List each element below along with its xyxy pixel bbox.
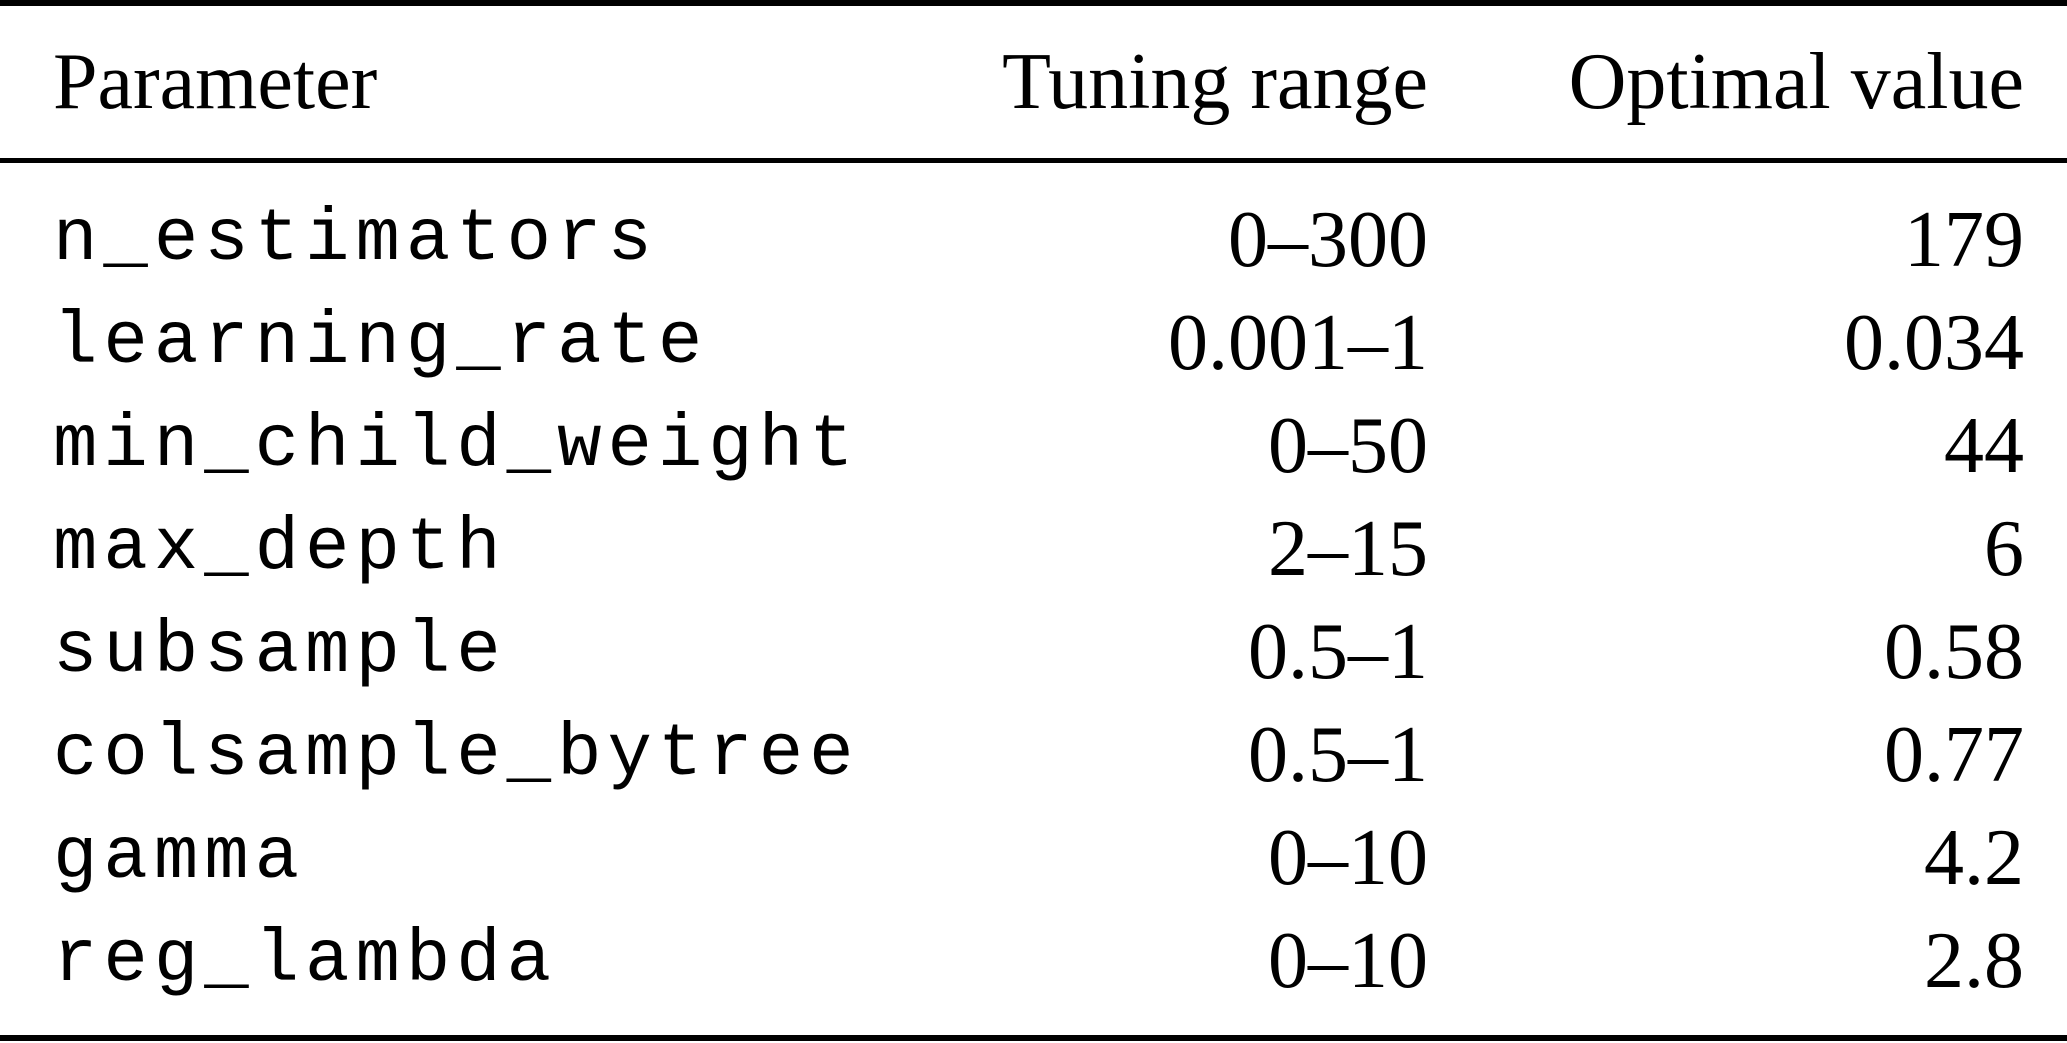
tuning-range-cell: 0–10 [1268, 916, 1428, 1005]
column-header-parameter: Parameter [53, 38, 378, 126]
optimal-value-cell: 0.58 [1884, 607, 2024, 696]
optimal-value-cell: 2.8 [1924, 916, 2024, 1005]
table-row: max_depth 2–15 6 [0, 497, 2067, 600]
table-header-row: Parameter Tuning range Optimal value [0, 6, 2067, 158]
table-row: subsample 0.5–1 0.58 [0, 600, 2067, 703]
column-header-optimal-value: Optimal value [1568, 38, 2024, 126]
table-row: reg_lambda 0–10 2.8 [0, 909, 2067, 1012]
tuning-range-cell: 0–10 [1268, 813, 1428, 902]
parameter-name-cell: subsample [53, 609, 507, 694]
parameter-name-cell: reg_lambda [53, 918, 558, 1003]
optimal-value-cell: 44 [1944, 401, 2024, 490]
parameter-name-cell: learning_rate [53, 300, 709, 385]
optimal-value-cell: 179 [1904, 195, 2024, 284]
parameter-name-cell: colsample_bytree [53, 712, 860, 797]
optimal-value-cell: 4.2 [1924, 813, 2024, 902]
table-row: learning_rate 0.001–1 0.034 [0, 291, 2067, 394]
tuning-range-cell: 0.5–1 [1248, 710, 1428, 799]
tuning-range-cell: 0–50 [1268, 401, 1428, 490]
parameter-name-cell: n_estimators [53, 197, 658, 282]
column-header-tuning-range: Tuning range [1002, 38, 1428, 126]
optimal-value-cell: 6 [1984, 504, 2024, 593]
table-row: colsample_bytree 0.5–1 0.77 [0, 703, 2067, 806]
parameter-name-cell: max_depth [53, 506, 507, 591]
parameter-name-cell: min_child_weight [53, 403, 860, 488]
tuning-range-cell: 2–15 [1268, 504, 1428, 593]
table-body: n_estimators 0–300 179 learning_rate 0.0… [0, 163, 2067, 1035]
optimal-value-cell: 0.034 [1844, 298, 2024, 387]
parameter-name-cell: gamma [53, 815, 306, 900]
tuning-range-cell: 0.001–1 [1168, 298, 1428, 387]
table-mid-rule [0, 158, 2067, 163]
table-bottom-rule [0, 1035, 2067, 1041]
table-row: min_child_weight 0–50 44 [0, 394, 2067, 497]
table-top-rule [0, 0, 2067, 6]
table-row: gamma 0–10 4.2 [0, 806, 2067, 909]
table-row: n_estimators 0–300 179 [0, 188, 2067, 291]
optimal-value-cell: 0.77 [1884, 710, 2024, 799]
tuning-range-cell: 0–300 [1228, 195, 1428, 284]
tuning-range-cell: 0.5–1 [1248, 607, 1428, 696]
